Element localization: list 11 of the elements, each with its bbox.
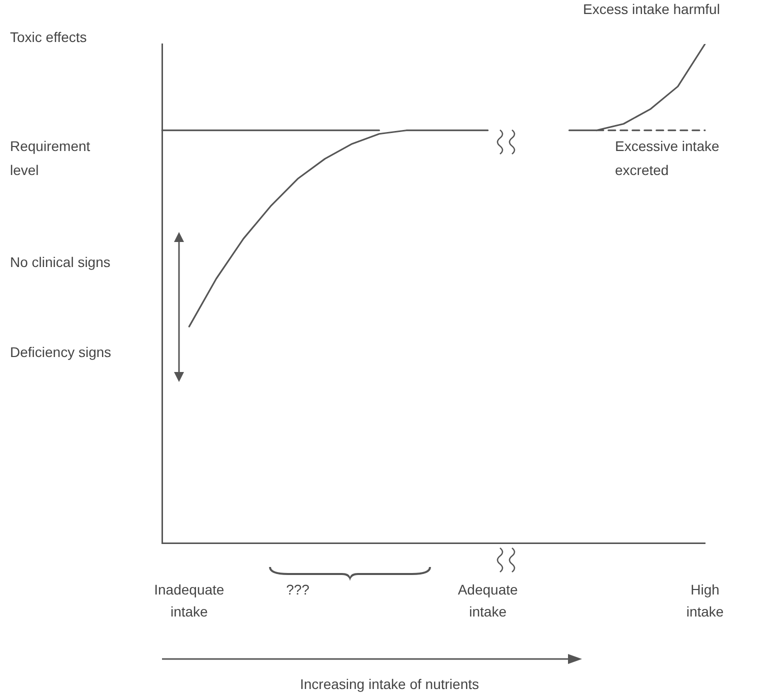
x-tick-label: ???	[286, 581, 310, 598]
text: Increasing intake of nutrients	[300, 675, 479, 694]
text: Excess intake harmful	[583, 0, 720, 19]
text: No clinical signs	[10, 253, 112, 272]
x-tick-label: Inadequate intake	[154, 581, 224, 620]
text: Toxic effects	[10, 28, 87, 47]
text: Deficiency signs	[10, 343, 112, 362]
annotation: Excessive intake excreted	[615, 137, 720, 180]
x-tick-label: Adequate intake	[458, 581, 518, 620]
text: Requirement level	[10, 137, 92, 180]
x-tick-label: High intake	[686, 581, 724, 620]
